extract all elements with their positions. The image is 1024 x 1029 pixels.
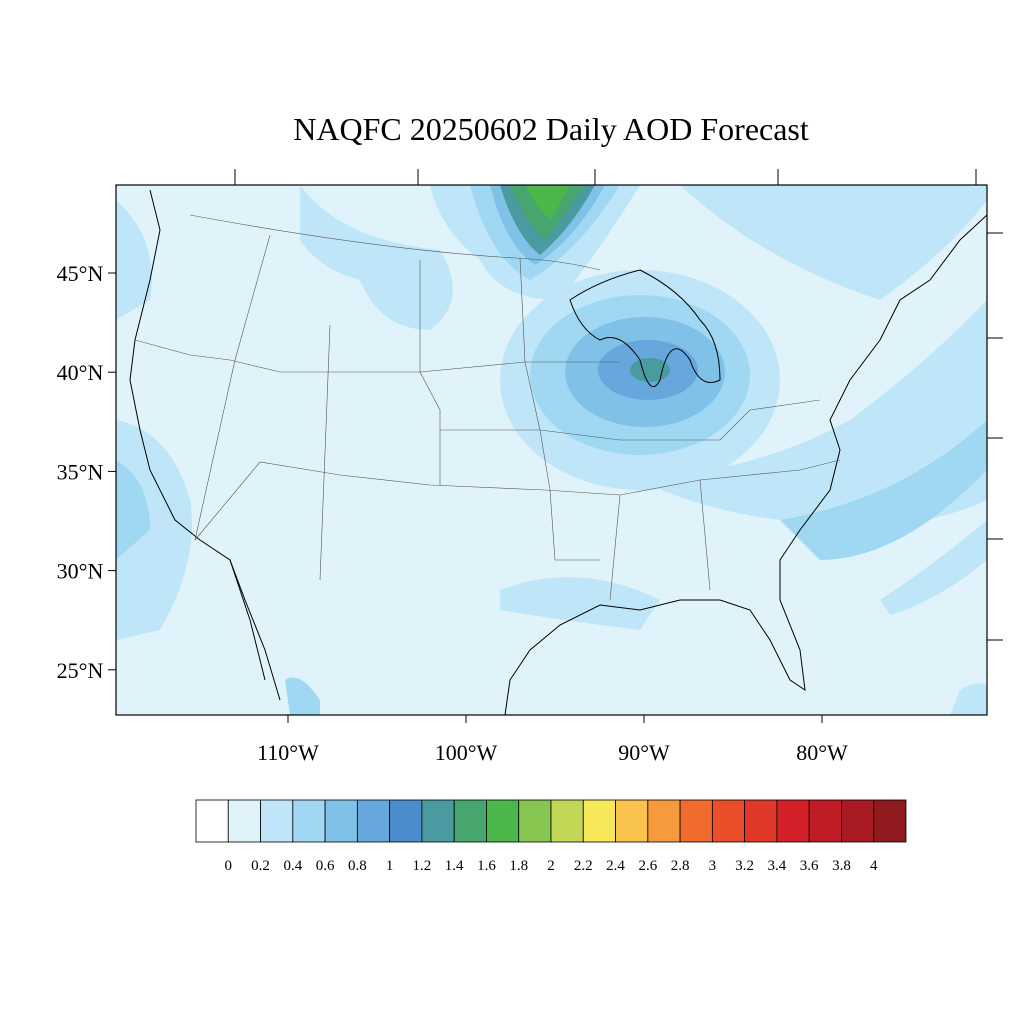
lat-label: 45°N [57,261,104,286]
colorbar-box [776,799,810,843]
colorbar-label: 0 [225,858,233,874]
colorbar-box [389,799,423,843]
colorbar-label: 1.2 [413,858,432,874]
colorbar-label: 1.8 [509,858,528,874]
colorbar-label: 0.4 [283,858,302,874]
colorbar-box [518,799,552,843]
colorbar-label: 4 [870,858,878,874]
colorbar-label: 0.6 [316,858,335,874]
colorbar-label: 1.6 [477,858,496,874]
colorbar-label: 2.6 [638,858,657,874]
colorbar-label: 1.4 [445,858,464,874]
colorbar-box [647,799,681,843]
lat-label: 30°N [57,559,104,584]
colorbar-label: 2.4 [606,858,625,874]
colorbar-box [679,799,713,843]
colorbar-box [873,799,907,843]
colorbar-box [453,799,487,843]
lat-label: 40°N [57,360,104,385]
colorbar-box [486,799,520,843]
colorbar-box [260,799,294,843]
colorbar-label: 3.8 [832,858,851,874]
state-borders [134,214,841,601]
colorbar-box [292,799,326,843]
colorbar-label: 2.8 [671,858,690,874]
colorbar-box [227,799,261,843]
colorbar-label: 3.2 [735,858,754,874]
lat-label: 35°N [57,459,104,484]
map-field [116,185,987,715]
colorbar-label: 3.6 [800,858,819,874]
colorbar-box [808,799,842,843]
colorbar-box [615,799,649,843]
map-frame [115,184,988,716]
colorbar-box [550,799,584,843]
colorbar-label: 3 [709,858,717,874]
lon-label: 90°W [618,740,670,765]
colorbar-box [841,799,875,843]
colorbar-label: 3.4 [768,858,787,874]
colorbar-box [582,799,616,843]
title: NAQFC 20250602 Daily AOD Forecast [293,111,809,147]
colorbar-box [356,799,391,843]
lon-label: 80°W [796,740,848,765]
coastlines [129,189,988,716]
colorbar-box [324,799,358,843]
colorbar-box [744,799,778,843]
colorbar-box [711,799,746,843]
lon-label: 100°W [435,740,498,765]
colorbar-label: 1 [386,858,394,874]
colorbar-label: 2.2 [574,858,593,874]
colorbar-box [421,799,455,843]
colorbar-label: 0.2 [251,858,270,874]
lat-label: 25°N [57,658,104,683]
colorbar-box [195,799,229,843]
colorbar-label: 0.8 [348,858,367,874]
lon-label: 110°W [257,740,319,765]
colorbar-label: 2 [547,858,555,874]
